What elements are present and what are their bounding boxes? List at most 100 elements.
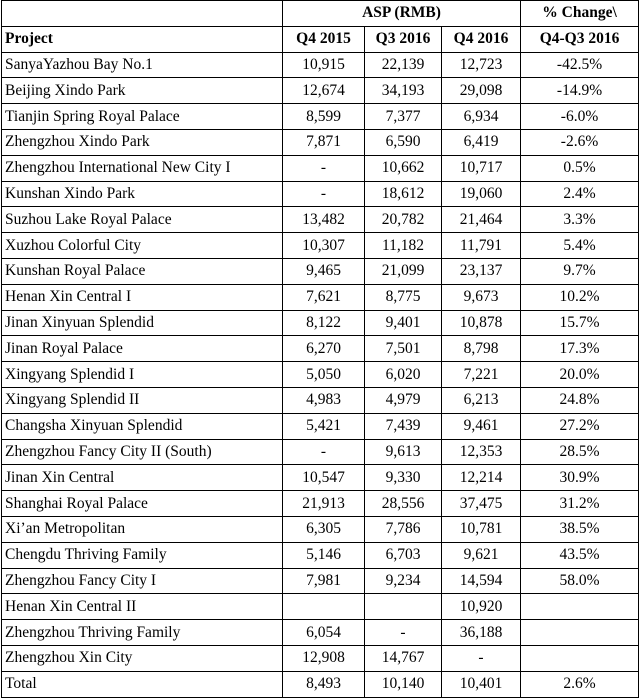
cell-q4-2016: 10,878 [440, 309, 522, 337]
table-row: Zhengzhou Xindo Park 7,871 6,590 6,419 -2.6% [1, 128, 640, 156]
table-row: Zhengzhou Fancy City I 7,981 9,234 14,594 58… [1, 567, 640, 595]
cell-project: Henan Xin Central I [1, 283, 283, 311]
table-row: Tianjin Spring Royal Palace 8,599 7,377 6,9… [1, 103, 640, 130]
cell-q4-2016: 10,920 [440, 593, 522, 621]
cell-q4-2016: 12,353 [440, 438, 522, 466]
header-asp-group: ASP (RMB) [281, 0, 522, 27]
cell-change: 17.3% [520, 335, 640, 363]
table-row: Zhengzhou International New City I -10,66… [1, 154, 640, 182]
cell-q4-2016: 19,060 [440, 180, 522, 208]
cell-project: Zhengzhou Xindo Park [1, 128, 283, 156]
cell-project: Kunshan Royal Palace [1, 257, 283, 285]
table-row: Xingyang Splendid I 5,050 6,020 7,221 20.0% [1, 361, 640, 388]
cell-q3-2016: 6,020 [364, 361, 442, 388]
cell-change: 43.5% [520, 541, 640, 569]
cell-change: 3.3% [520, 206, 640, 234]
cell-q4-2016: 12,723 [440, 51, 522, 79]
cell-change: -14.9% [520, 77, 640, 105]
cell-q3-2016: 8,775 [364, 283, 442, 311]
cell-change: 38.5% [520, 515, 640, 543]
table-row: Zhengzhou Fancy City II (South) -9,613 12,… [1, 438, 640, 466]
cell-q4-2015: 5,050 [282, 361, 365, 388]
cell-change: 27.2% [520, 412, 640, 440]
cell-q4-2015: 10,547 [282, 464, 365, 492]
cell-q4-2016: 8,798 [440, 335, 522, 363]
cell-q3-2016: 22,139 [364, 51, 442, 79]
table-row: Suzhou Lake Royal Palace 13,482 20,782 21,4… [1, 206, 640, 234]
cell-q3-2016: 20,782 [364, 206, 442, 234]
cell-change: 30.9% [520, 464, 640, 492]
cell-project: SanyaYazhou Bay No.1 [1, 51, 283, 79]
cell-q4-2016: 21,464 [440, 206, 522, 234]
cell-change: -42.5% [520, 51, 640, 79]
table-row: Kunshan Royal Palace 9,465 21,099 23,137 9.7… [1, 257, 640, 285]
cell-project: Chengdu Thriving Family [1, 541, 283, 569]
cell-change: 31.2% [520, 490, 640, 517]
table-body: SanyaYazhou Bay No.1 10,915 22,139 12,723 -4… [1, 51, 640, 698]
cell-q3-2016: 4,979 [364, 386, 442, 414]
cell-q4-2015: 8,599 [282, 103, 365, 130]
cell-q4-2015: 4,983 [282, 386, 365, 414]
table-row: Xi’an Metropolitan 6,305 7,786 10,781 38.5% [1, 515, 640, 543]
cell-project: Xingyang Splendid I [1, 361, 283, 388]
cell-q4-2016: 14,594 [440, 567, 522, 595]
cell-q4-2015 [282, 593, 365, 621]
cell-q4-2015: 8,493 [282, 670, 365, 698]
cell-project: Suzhou Lake Royal Palace [1, 206, 283, 234]
table-row: Henan Xin Central II 10,920 [1, 593, 640, 621]
header-row-columns: Project Q4 2015 Q3 2016 Q4 2016 Q4-Q3 20… [1, 25, 640, 53]
cell-change: 2.4% [520, 180, 640, 208]
cell-q4-2016: 11,791 [440, 232, 522, 259]
cell-change [520, 619, 640, 646]
cell-q3-2016: 14,767 [364, 644, 442, 672]
cell-project: Shanghai Royal Palace [1, 490, 283, 517]
cell-q4-2016: 7,221 [440, 361, 522, 388]
table-row: Kunshan Xindo Park -18,612 19,060 2.4% [1, 180, 640, 208]
cell-q3-2016: 10,140 [364, 670, 442, 698]
cell-change: 28.5% [520, 438, 640, 466]
table-row: Jinan Royal Palace 6,270 7,501 8,798 17.3% [1, 335, 640, 363]
cell-change: -6.0% [520, 103, 640, 130]
table-row: Beijing Xindo Park 12,674 34,193 29,098 -14.… [1, 77, 640, 105]
cell-q3-2016: 21,099 [364, 257, 442, 285]
cell-q4-2015: 10,307 [282, 232, 365, 259]
cell-q4-2016: 29,098 [440, 77, 522, 105]
table-row: SanyaYazhou Bay No.1 10,915 22,139 12,723 -4… [1, 51, 640, 79]
cell-q3-2016: 7,377 [364, 103, 442, 130]
cell-q4-2016: 9,461 [440, 412, 522, 440]
cell-project: Xuzhou Colorful City [1, 232, 283, 259]
cell-q4-2015: 6,305 [282, 515, 365, 543]
cell-project: Zhengzhou Fancy City I [1, 567, 283, 595]
cell-q3-2016: 34,193 [364, 77, 442, 105]
cell-project: Xingyang Splendid II [1, 386, 283, 414]
cell-project: Zhengzhou Fancy City II (South) [1, 438, 283, 466]
cell-change: 15.7% [520, 309, 640, 337]
cell-q3-2016: 9,234 [364, 567, 442, 595]
header-project-blank [1, 0, 283, 27]
cell-q3-2016: 28,556 [364, 490, 442, 517]
cell-q3-2016 [364, 593, 442, 621]
table-row: Changsha Xinyuan Splendid 5,421 7,439 9,461… [1, 412, 640, 440]
header-project: Project [1, 25, 283, 53]
table-row: Henan Xin Central I 7,621 8,775 9,673 10.2% [1, 283, 640, 311]
table-row: Xuzhou Colorful City 10,307 11,182 11,791 5.… [1, 232, 640, 259]
cell-project: Beijing Xindo Park [1, 77, 283, 105]
cell-q4-2015: - [282, 180, 365, 208]
cell-project: Jinan Xin Central [1, 464, 283, 492]
cell-change: 10.2% [520, 283, 640, 311]
table-header: ASP (RMB) % Change\ Project Q4 2015 Q3 2… [1, 0, 640, 53]
cell-project: Changsha Xinyuan Splendid [1, 412, 283, 440]
cell-change: 58.0% [520, 567, 640, 595]
cell-change: 9.7% [520, 257, 640, 285]
cell-project: Xi’an Metropolitan [1, 515, 283, 543]
cell-q4-2015: 10,915 [282, 51, 365, 79]
cell-q4-2015: 5,146 [282, 541, 365, 569]
cell-q4-2015: 6,054 [282, 619, 365, 646]
cell-q4-2016: 36,188 [440, 619, 522, 646]
cell-project: Total [1, 670, 283, 698]
cell-change [520, 593, 640, 621]
header-row-group: ASP (RMB) % Change\ [1, 0, 640, 27]
cell-q4-2015: 7,621 [282, 283, 365, 311]
cell-q4-2015: 12,674 [282, 77, 365, 105]
